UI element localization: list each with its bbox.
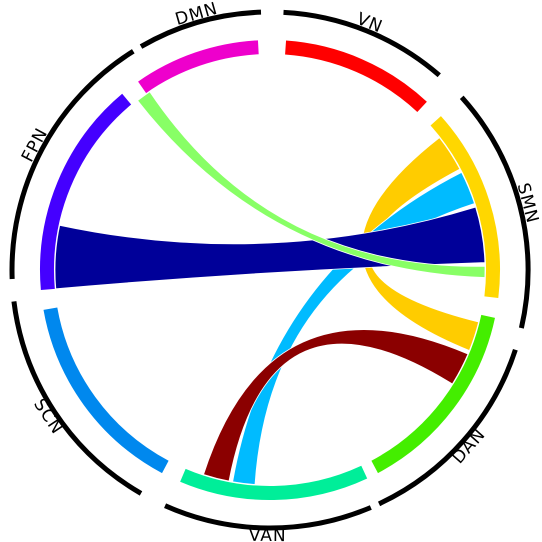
ring-segment-dan <box>377 348 518 507</box>
ring-segment-fpn <box>9 49 135 280</box>
label-fpn: FPN <box>18 125 52 166</box>
node-arcs <box>40 40 500 500</box>
chord-links <box>54 91 486 485</box>
node-arc-dmn <box>138 40 259 94</box>
label-van: VAN <box>249 526 287 542</box>
label-dan: DAN <box>448 425 490 468</box>
chord-smn-dmn <box>137 91 486 278</box>
node-arc-vn <box>285 40 427 113</box>
node-arc-scn <box>43 307 169 474</box>
label-scn: SCN <box>29 395 67 438</box>
ring-segment-smn <box>459 95 531 329</box>
chord-dan-van <box>203 329 469 482</box>
outer-ring <box>9 9 531 531</box>
node-arc-dan <box>371 314 495 474</box>
label-vn: VN <box>354 9 386 37</box>
chord-smn-fpn <box>54 206 486 290</box>
ring-segment-scn <box>11 301 143 496</box>
node-arc-smn <box>430 116 500 299</box>
ring-segment-van <box>164 503 372 531</box>
ring-segment-dmn <box>139 9 262 49</box>
label-dmn: DMN <box>173 0 220 30</box>
node-arc-fpn <box>40 93 132 291</box>
node-arc-van <box>180 465 368 500</box>
ring-segment-vn <box>283 9 441 78</box>
